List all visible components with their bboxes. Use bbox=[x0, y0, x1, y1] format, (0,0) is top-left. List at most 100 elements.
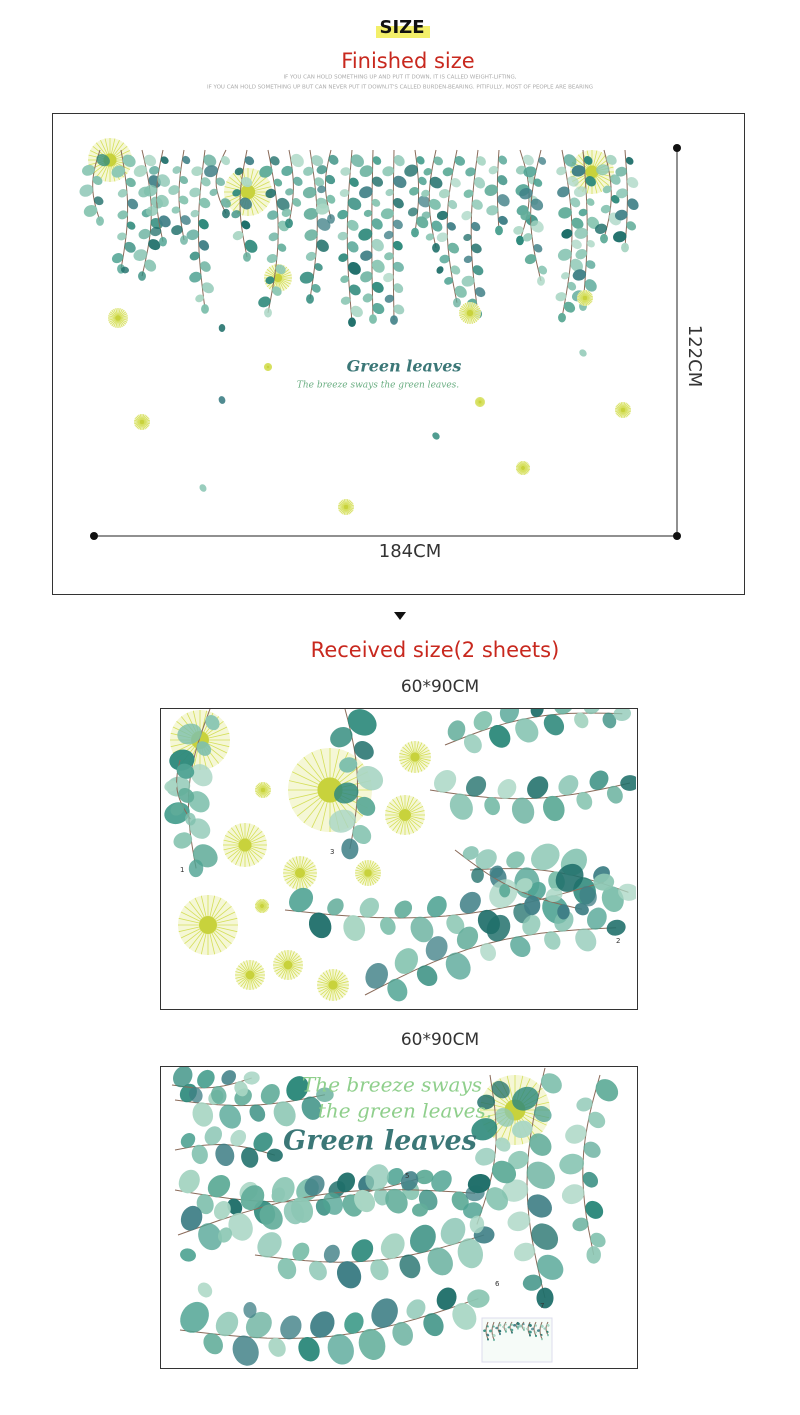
leaf bbox=[504, 1323, 507, 1326]
leaf bbox=[570, 258, 583, 272]
petal bbox=[419, 757, 431, 761]
petal bbox=[264, 784, 270, 789]
leaf bbox=[530, 198, 544, 211]
leaf bbox=[310, 1311, 335, 1338]
petal bbox=[211, 932, 222, 953]
petal bbox=[405, 820, 410, 835]
leaf bbox=[365, 962, 388, 989]
petal bbox=[470, 316, 473, 324]
leaf bbox=[571, 217, 584, 230]
petal bbox=[274, 966, 285, 972]
petal bbox=[506, 1075, 514, 1100]
piece-number: 7 bbox=[540, 1302, 544, 1310]
stem bbox=[178, 149, 185, 241]
leaf bbox=[304, 1175, 325, 1196]
petal bbox=[623, 412, 626, 418]
petal bbox=[109, 311, 116, 317]
petal bbox=[594, 152, 602, 167]
petal bbox=[263, 904, 269, 906]
leaf bbox=[586, 1246, 601, 1264]
petal bbox=[582, 300, 585, 306]
petal bbox=[254, 971, 265, 975]
petal bbox=[290, 968, 298, 977]
sheet-illustration bbox=[164, 709, 636, 1002]
petal bbox=[273, 965, 284, 969]
stem bbox=[288, 149, 294, 224]
width-label: 184CM bbox=[379, 541, 441, 562]
petal bbox=[178, 917, 200, 924]
petal bbox=[417, 760, 426, 770]
petal bbox=[251, 978, 257, 989]
leaf bbox=[553, 709, 575, 715]
leaf bbox=[204, 165, 219, 178]
petal bbox=[407, 761, 414, 772]
leaf bbox=[343, 915, 366, 941]
petal bbox=[247, 850, 255, 865]
petal bbox=[577, 298, 583, 301]
leaf bbox=[371, 198, 381, 207]
petal bbox=[516, 468, 522, 472]
leaf bbox=[579, 885, 597, 907]
leaf bbox=[404, 164, 419, 177]
sheet-frame bbox=[160, 1066, 638, 1369]
leaf bbox=[517, 1327, 519, 1330]
petal bbox=[370, 862, 377, 871]
petal bbox=[259, 782, 263, 789]
petal bbox=[108, 318, 116, 323]
leaf bbox=[558, 312, 566, 323]
leaf bbox=[480, 943, 497, 962]
leaf bbox=[215, 1143, 235, 1167]
leaf bbox=[452, 1302, 477, 1330]
petal bbox=[264, 791, 269, 797]
leaf bbox=[555, 863, 584, 892]
leaf bbox=[459, 891, 481, 914]
petal bbox=[410, 817, 424, 825]
petal bbox=[281, 279, 291, 285]
petal bbox=[587, 295, 593, 298]
petal bbox=[320, 987, 330, 996]
leaf bbox=[510, 1323, 513, 1326]
leaf bbox=[537, 1254, 564, 1280]
leaf bbox=[522, 914, 541, 936]
leaf bbox=[160, 156, 169, 165]
leaf bbox=[350, 154, 364, 168]
petal bbox=[296, 797, 321, 817]
petal bbox=[416, 761, 423, 772]
petal bbox=[200, 895, 207, 917]
leaf bbox=[285, 218, 293, 229]
leaf bbox=[269, 156, 280, 166]
petal bbox=[332, 748, 340, 778]
leaf bbox=[385, 188, 394, 197]
petal bbox=[619, 411, 623, 418]
leaf bbox=[450, 265, 461, 275]
leaf bbox=[317, 218, 331, 231]
leaf bbox=[369, 314, 377, 324]
leaf bbox=[486, 1333, 490, 1337]
petal bbox=[256, 906, 261, 911]
petal bbox=[579, 299, 584, 305]
leaf bbox=[596, 164, 610, 176]
leaf bbox=[522, 1274, 543, 1291]
leaf bbox=[600, 233, 608, 244]
petal bbox=[302, 876, 311, 887]
leaf bbox=[524, 895, 541, 916]
leaf bbox=[144, 154, 157, 167]
petal bbox=[208, 732, 230, 739]
petal bbox=[586, 298, 593, 302]
petal bbox=[263, 906, 269, 910]
leaf bbox=[540, 1073, 562, 1094]
leaf bbox=[372, 302, 385, 315]
petal bbox=[523, 469, 527, 475]
petal bbox=[329, 989, 333, 1001]
petal bbox=[252, 978, 260, 987]
petal bbox=[120, 318, 128, 323]
leaf bbox=[486, 1325, 489, 1328]
petal bbox=[461, 305, 468, 312]
leaf bbox=[513, 1323, 517, 1327]
leaf bbox=[466, 776, 487, 797]
petal bbox=[410, 815, 425, 820]
leaf bbox=[232, 230, 244, 241]
leaf bbox=[340, 296, 351, 305]
petal bbox=[347, 508, 352, 514]
petal bbox=[317, 985, 329, 989]
